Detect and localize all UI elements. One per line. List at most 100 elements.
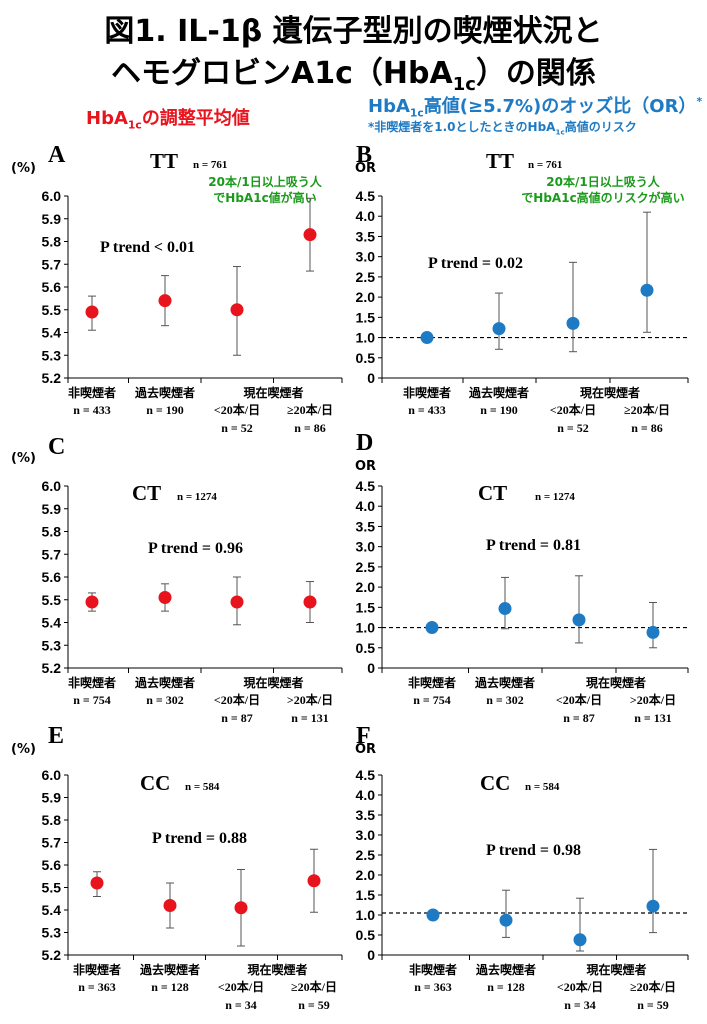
panel-b-y-unit: OR (355, 161, 376, 176)
panel-b-category-label: ≥20本/日 (624, 402, 670, 417)
panel-c-category-label: >20本/日 (287, 692, 333, 707)
panel-f-data-point (499, 913, 513, 927)
panel-b-data-point (566, 316, 580, 330)
panel-a-category-label: 過去喫煙者 (134, 385, 195, 400)
panel-c-y-tick-label: 5.2 (42, 660, 62, 676)
panel-c-y-tick-label: 5.5 (42, 592, 62, 608)
panel-d-n-label: n = 302 (486, 693, 524, 707)
panel-f-n-total: n = 584 (525, 781, 560, 793)
panel-e-y-tick-label: 5.2 (42, 947, 62, 963)
panel-f-n-label: n = 363 (414, 980, 452, 994)
panel-d-p-trend: P trend = 0.81 (486, 537, 581, 554)
panel-c-n-total: n = 1274 (177, 491, 217, 503)
panel-f-data-point (573, 933, 587, 947)
panel-c-n-label: n = 87 (221, 711, 253, 725)
panel-c-data-point (85, 595, 99, 609)
panel-d-y-tick-label: 4.0 (356, 498, 376, 514)
panel-d-y-tick-label: 3.0 (356, 539, 376, 555)
panel-d-n-label: n = 131 (634, 711, 672, 725)
panel-a-data-point (303, 228, 317, 242)
figure-title-line1: 図1. IL-1β 遺伝子型別の喫煙状況と (104, 14, 603, 49)
panel-f-category-label: 過去喫煙者 (475, 962, 536, 977)
panel-c-genotype: CT (132, 481, 161, 505)
panel-b-n-label: n = 52 (557, 421, 589, 435)
panel-a-y-tick-label: 5.9 (42, 211, 62, 227)
panel-e-category-label: 非喫煙者 (73, 962, 121, 977)
panel-c-category-label: <20本/日 (214, 692, 260, 707)
panel-c-n-label: n = 302 (146, 693, 184, 707)
panel-a-n-label: n = 433 (73, 403, 111, 417)
panel-c-n-label: n = 131 (291, 711, 329, 725)
panel-b-letter: B (356, 142, 372, 168)
panel-e-y-unit: (%) (11, 742, 36, 757)
panel-a-p-trend: P trend < 0.01 (100, 239, 195, 256)
panel-b-category-label: 非喫煙者 (403, 385, 451, 400)
panel-a-category-label: 非喫煙者 (68, 385, 116, 400)
panel-b-category-label: <20本/日 (550, 402, 596, 417)
panel-a-annotation-line2: でHbA1c値が高い (213, 190, 316, 205)
panel-f-n-label: n = 59 (637, 998, 669, 1012)
panel-a-letter: A (48, 142, 66, 168)
panel-b-n-label: n = 433 (408, 403, 446, 417)
panel-b-annotation-line2: でHbA1c高値のリスクが高い (521, 190, 684, 205)
panel-a-n-label: n = 86 (294, 421, 326, 435)
panel-a-data-point (230, 303, 244, 317)
panel-a-y-tick-label: 5.4 (42, 325, 62, 341)
panel-c-y-tick-label: 5.7 (42, 546, 62, 562)
panel-d-y-tick-label: 1.5 (356, 599, 376, 615)
panel-b-y-tick-label: 0 (367, 370, 375, 386)
panel-e-data-point (90, 876, 104, 890)
panel-e-n-label: n = 59 (298, 998, 330, 1012)
panel-a-category-label: <20本/日 (214, 402, 260, 417)
panel-a-n-total: n = 761 (193, 159, 227, 171)
panel-c-category-label: 過去喫煙者 (134, 675, 195, 690)
panel-b-y-tick-label: 4.5 (356, 188, 376, 204)
panel-f-y-tick-label: 0 (367, 947, 375, 963)
panel-c-p-trend: P trend = 0.96 (148, 540, 243, 557)
panel-d-y-tick-label: 1.0 (356, 620, 376, 636)
panel-c-y-unit: (%) (11, 451, 36, 466)
panel-b-y-tick-label: 0.5 (356, 350, 376, 366)
panel-d-y-tick-label: 0 (367, 660, 375, 676)
panel-e-category-label: 過去喫煙者 (139, 962, 200, 977)
panel-b-n-label: n = 190 (480, 403, 518, 417)
panel-d-y-tick-label: 3.5 (356, 518, 376, 534)
panel-b-data-point (640, 283, 654, 297)
panel-e-y-tick-label: 5.6 (42, 857, 62, 873)
panel-a-y-tick-label: 5.2 (42, 370, 62, 386)
panel-f-n-label: n = 34 (564, 998, 596, 1012)
panel-c-letter: C (48, 434, 65, 460)
panel-e-y-tick-label: 5.5 (42, 880, 62, 896)
panel-f-category-label: 非喫煙者 (409, 962, 457, 977)
panel-f-p-trend: P trend = 0.98 (486, 842, 581, 859)
panel-f-y-tick-label: 3.5 (356, 807, 376, 823)
right-column-note: *非喫煙者を1.0としたときのHbA1c高値のリスク (368, 120, 637, 137)
panel-d-category-label: 非喫煙者 (408, 675, 456, 690)
panel-e-category-label: ≥20本/日 (291, 979, 337, 994)
panel-e-y-tick-label: 5.8 (42, 812, 62, 828)
panel-e-p-trend: P trend = 0.88 (152, 830, 247, 847)
panel-d-y-unit: OR (355, 459, 376, 474)
panel-f-y-tick-label: 2.0 (356, 867, 376, 883)
panel-a-n-label: n = 52 (221, 421, 253, 435)
panel-d-data-point (646, 625, 660, 639)
panel-b-n-label: n = 86 (631, 421, 663, 435)
panel-d-category-label: <20本/日 (556, 692, 602, 707)
panel-e-y-tick-label: 5.3 (42, 925, 62, 941)
panel-d-y-tick-label: 0.5 (356, 640, 376, 656)
panel-d-y-tick-label: 4.5 (356, 478, 376, 494)
panel-d-category-label: >20本/日 (630, 692, 676, 707)
panel-f-y-tick-label: 4.0 (356, 787, 376, 803)
panel-c-y-tick-label: 5.6 (42, 569, 62, 585)
panel-a-y-tick-label: 5.6 (42, 279, 62, 295)
panel-a-genotype: TT (150, 149, 178, 173)
panel-d-data-point (498, 602, 512, 616)
panel-e-letter: E (48, 723, 64, 749)
panel-b-y-tick-label: 1.5 (356, 309, 376, 325)
panel-d-data-point (572, 613, 586, 627)
panel-f-y-tick-label: 1.5 (356, 887, 376, 903)
figure-title-line2: ヘモグロビンA1c（HbA1c）の関係 (111, 56, 596, 95)
panel-f-y-tick-label: 2.5 (356, 847, 376, 863)
panel-d-genotype: CT (478, 481, 507, 505)
panel-a-y-tick-label: 5.3 (42, 347, 62, 363)
